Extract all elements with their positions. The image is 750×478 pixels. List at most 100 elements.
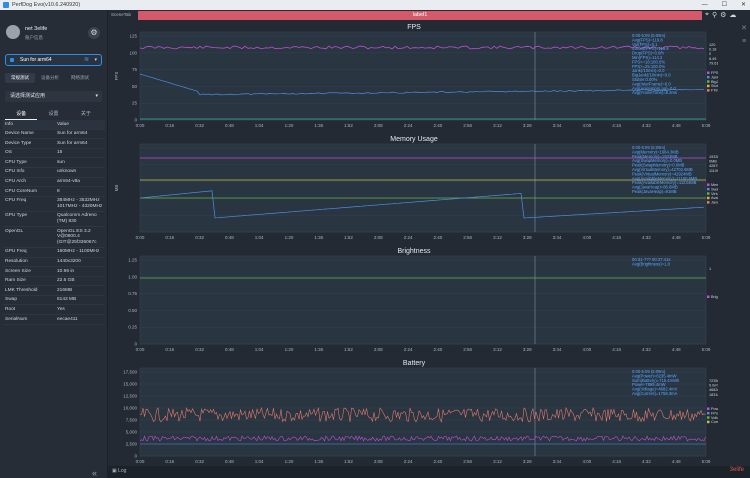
stat-annotation: 00:31-??? 00:37:41s: [632, 257, 670, 262]
info-value: sun: [57, 159, 65, 165]
side-value: 11109MB: [709, 169, 718, 173]
legend-swatch: [707, 183, 710, 186]
legend-entry: Current: [711, 420, 718, 424]
window-controls: — ☐ ✕: [702, 0, 746, 10]
x-tick-label: 0:32: [195, 235, 204, 240]
scene-tab[interactable]: SceneTab: [111, 12, 132, 17]
legend-entry: Power: [711, 407, 718, 411]
panel-title: Memory Usage: [390, 136, 438, 143]
location-icon[interactable]: ⌖: [705, 11, 709, 18]
x-tick-label: 0:48: [225, 235, 234, 240]
stat-annotation: Sum(Battery)=715.4mWh: [632, 378, 680, 383]
app-select[interactable]: 请选择测试应用 ▾: [5, 91, 102, 102]
y-tick-label: 7,500: [126, 418, 138, 423]
info-key: Resolution: [5, 259, 28, 264]
x-tick-label: 1:04: [255, 459, 264, 464]
side-value: 1: [709, 267, 711, 271]
stat-annotation: Peak(VirtualMemory)=42924MB: [632, 171, 692, 176]
y-tick-label: 1.25: [128, 258, 137, 263]
maximize-button[interactable]: ☐: [721, 2, 727, 8]
settings-gear-icon[interactable]: ⚙: [88, 27, 100, 39]
tab-device-analysis[interactable]: 设备分析: [41, 75, 59, 80]
stat-annotation: Avg(Current)=1758.3mA: [632, 391, 678, 396]
x-tick-label: 0:00: [136, 459, 145, 464]
side-value: 120: [709, 43, 715, 47]
x-tick-label: 4:48: [672, 123, 681, 128]
account-info-link[interactable]: 账户信息: [25, 35, 43, 40]
app-icon: [3, 2, 9, 8]
stat-annotation: Peak(Memory)=1933MB: [632, 154, 678, 159]
table-row: CPU Arch arm64-v8a: [3, 178, 105, 188]
side-value: 4682mV: [709, 388, 718, 392]
x-tick-label: 3:28: [523, 459, 532, 464]
x-tick-label: 3:28: [523, 347, 532, 352]
x-tick-label: 2:24: [404, 123, 413, 128]
x-tick-label: 2:24: [404, 347, 413, 352]
tab-normal-test[interactable]: 常规测试: [5, 73, 35, 83]
avatar[interactable]: [6, 25, 20, 39]
tab-settings[interactable]: 设置: [48, 111, 59, 117]
stat-annotation: Avg(InterFrame)=0.0: [632, 81, 671, 86]
minimize-button[interactable]: —: [701, 2, 708, 8]
close-panel-icon[interactable]: ✕: [741, 25, 747, 32]
list-icon[interactable]: ≡: [741, 38, 747, 45]
plot-area: [139, 255, 707, 345]
x-tick-label: 2:56: [463, 347, 472, 352]
settings-icon[interactable]: ⚙: [720, 12, 727, 19]
legend-entry: Voltage: [711, 416, 718, 420]
stat-annotation: 0:00-5:09 (5:09m): [632, 369, 666, 374]
x-tick-label: 4:32: [642, 123, 651, 128]
x-tick-label: 2:40: [434, 235, 443, 240]
x-tick-label: 2:56: [463, 235, 472, 240]
tab-device[interactable]: 设备: [5, 110, 38, 120]
window-titlebar: PerfDog Evo(v10.6.240920) — ☐ ✕: [0, 0, 750, 10]
legend-swatch: [707, 420, 710, 424]
legend-swatch: [707, 196, 710, 200]
x-tick-label: 4:32: [642, 235, 651, 240]
table-row: Device Type Sun for arm64: [3, 139, 105, 149]
pin-icon[interactable]: ⚲: [711, 12, 718, 19]
battery-panel: Battery 17,500 15,000 12,500 10,000 7,500 5,0…: [110, 360, 718, 465]
x-tick-label: 2:24: [404, 235, 413, 240]
x-tick-label: 2:40: [434, 459, 443, 464]
table-row: Ram Size 22.6 GB: [3, 277, 105, 287]
legend-swatch: [707, 80, 710, 83]
info-value: Sun for arm64: [57, 140, 88, 146]
x-tick-label: 2:08: [374, 123, 383, 128]
info-key: OS: [5, 150, 12, 156]
cloud-icon[interactable]: ☁: [729, 12, 737, 19]
stat-annotation: Avg(Brightness)=1.0: [632, 261, 671, 266]
label-bar[interactable]: label1: [138, 11, 702, 20]
y-tick-label: 2,500: [126, 442, 138, 447]
stat-annotation: SmoothFPS)=119.9: [632, 46, 669, 51]
close-button[interactable]: ✕: [740, 2, 746, 8]
side-value: 42879MB: [709, 164, 718, 168]
legend-swatch: [707, 89, 710, 92]
x-tick-label: 0:48: [225, 459, 234, 464]
log-button[interactable]: ▣ Log: [112, 468, 127, 474]
side-value: 0.18: [709, 48, 716, 52]
stat-annotation: Avg(SwapMemory)=0.0MB: [632, 158, 682, 163]
legend-swatch: [707, 201, 710, 204]
legend-entry: Jank(/10min): [711, 75, 718, 79]
tab-about[interactable]: 关于: [80, 111, 91, 117]
stat-annotation: Peak(SwapMemory)=0.0MB: [632, 163, 685, 168]
y-tick-label: 0.25: [128, 325, 137, 330]
device-select[interactable]: Sun for arm64 ≋ ▾: [5, 54, 102, 66]
info-value: OpenGL ES 3.2 V@0800.4 (GIT@25f336067c: [57, 228, 97, 245]
legend-entry: SwapMemory: [711, 187, 718, 191]
x-tick-label: 0:00: [136, 347, 145, 352]
tab-network-test[interactable]: 网络测试: [71, 75, 89, 80]
stat-annotation: 0:00-5:09 (5:09m): [632, 33, 666, 38]
x-tick-label: 3:12: [493, 123, 502, 128]
x-tick-label: 5:09: [702, 347, 711, 352]
memory-panel: Memory Usage 0:00 0:16 0:32 0:48 1:04 1:20 1:3…: [110, 136, 718, 241]
y-tick-label: 125: [129, 34, 137, 39]
device-select-label: Sun for arm64: [20, 57, 52, 63]
x-tick-label: 2:08: [374, 235, 383, 240]
table-row: CPU Freq 384MHz - 3532MHz 1017MHz - 4320M…: [3, 197, 105, 212]
info-key: Screen Size: [5, 268, 31, 274]
info-value: 216MB: [57, 287, 73, 293]
collapse-sidebar-icon[interactable]: «: [92, 468, 98, 478]
